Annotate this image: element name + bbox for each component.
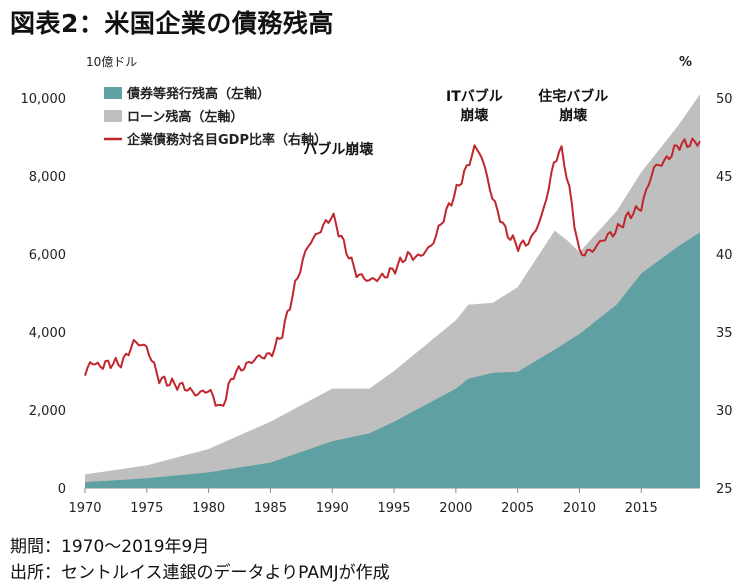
x-tick-label: 2010 — [563, 501, 596, 516]
legend-label: 債券等発行残高（左軸） — [126, 86, 270, 102]
y-right-tick-label: 50 — [716, 92, 733, 107]
y-right-unit: % — [679, 55, 692, 70]
x-tick-label: 1985 — [254, 501, 287, 516]
y-left-tick-label: 10,000 — [21, 92, 67, 107]
y-right-tick-label: 35 — [716, 326, 733, 341]
footer-source: 出所：セントルイス連銀のデータよりPAMJが作成 — [10, 563, 390, 583]
y-right-tick-label: 40 — [716, 248, 733, 263]
annotation-label: ITバブル — [446, 88, 503, 105]
x-tick-label: 1975 — [130, 501, 163, 516]
ratio-line — [84, 137, 701, 407]
y-left-tick-label: 2,000 — [29, 404, 66, 419]
x-tick-label: 1990 — [316, 501, 349, 516]
axes: 0 2,000 4,000 6,000 8,000 10,000 25 30 35 40 45 50 1… — [21, 55, 733, 516]
legend-label: 企業債務対名目GDP比率（右軸） — [126, 132, 327, 148]
x-tick-label: 1995 — [377, 501, 410, 516]
legend-label: ローン残高（左軸） — [127, 109, 243, 125]
y-left-tick-label: 4,000 — [29, 326, 66, 341]
legend-swatch — [104, 87, 122, 99]
y-left-tick-label: 8,000 — [29, 170, 66, 185]
annotation-label: バブル崩壊 — [303, 141, 374, 158]
y-right-tick-label: 25 — [716, 482, 733, 497]
line-layer — [84, 137, 701, 407]
x-tick-label: 2015 — [625, 501, 658, 516]
y-left-tick-label: 0 — [58, 482, 66, 497]
bonds-area — [85, 232, 700, 488]
annotation-label: 崩壊 — [559, 107, 588, 124]
x-tick-label: 1980 — [192, 501, 225, 516]
annotation-label: 崩壊 — [460, 107, 489, 124]
x-tick-label: 1970 — [68, 501, 101, 516]
x-tick-label: 2000 — [439, 501, 472, 516]
legend-swatch — [104, 110, 122, 122]
y-right-tick-label: 30 — [716, 404, 733, 419]
debt-chart: 0 2,000 4,000 6,000 8,000 10,000 25 30 35 40 45 50 1… — [21, 55, 733, 516]
y-right-tick-label: 45 — [716, 170, 733, 185]
y-left-unit: 10億ドル — [86, 55, 137, 69]
legend: 債券等発行残高（左軸） ローン残高（左軸） 企業債務対名目GDP比率（右軸） — [104, 86, 327, 148]
area-layer — [85, 94, 700, 488]
footer-period: 期間：1970～2019年9月 — [10, 537, 210, 557]
page-title: 図表2：米国企業の債務残高 — [10, 9, 334, 38]
y-left-tick-label: 6,000 — [29, 248, 66, 263]
x-tick-label: 2005 — [501, 501, 534, 516]
annotation-label: 住宅バブル — [538, 88, 608, 105]
